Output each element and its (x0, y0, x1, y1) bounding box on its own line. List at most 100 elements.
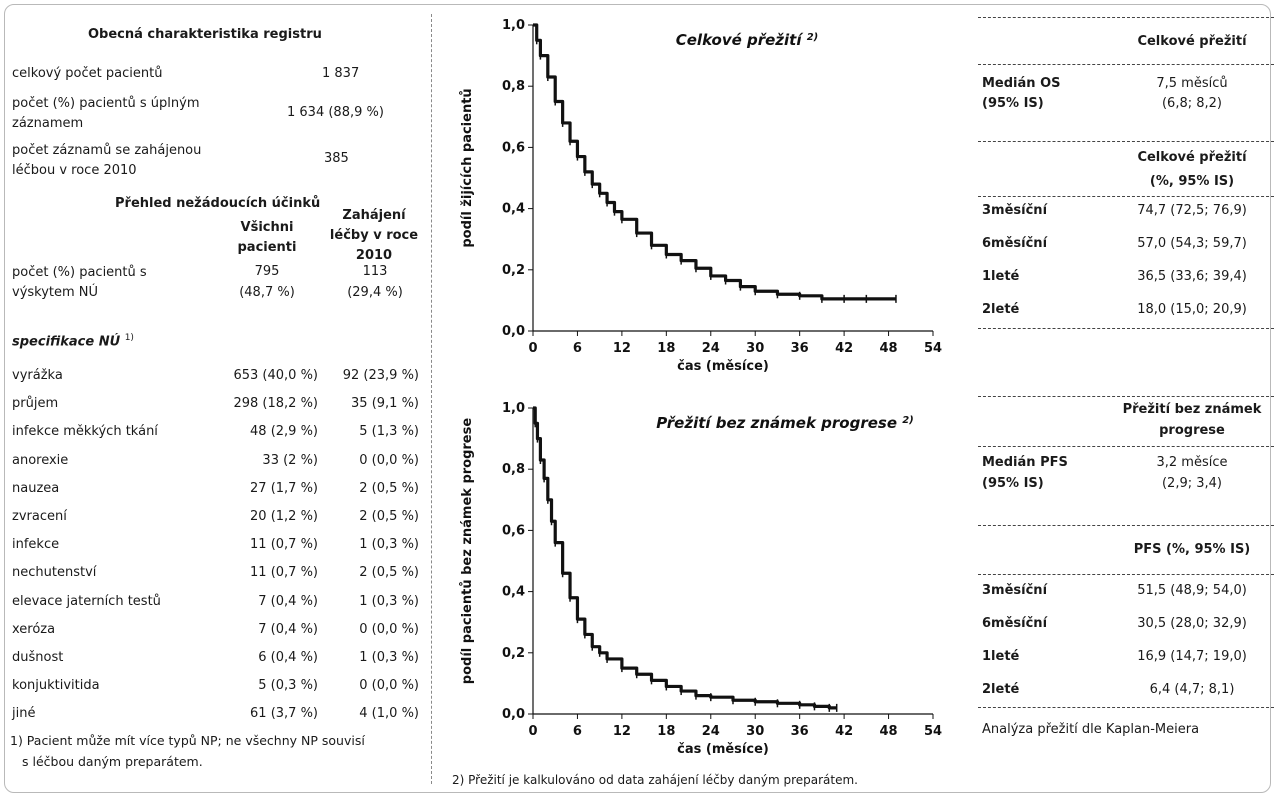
ae-row-2010: 0 (0,0 %) (359, 452, 419, 468)
x-tick-label: 30 (746, 724, 764, 739)
pfs-divider-3 (978, 574, 1274, 575)
ae-row-label: zvracení (12, 509, 67, 524)
x-tick-label: 42 (835, 341, 853, 356)
figure-frame (4, 4, 1271, 793)
pfs-median-ci-label: (95% IS) (982, 476, 1044, 491)
ae-row-all: 20 (1,2 %) (250, 509, 318, 524)
x-tick-label: 30 (746, 341, 764, 356)
x-tick-label: 36 (791, 724, 809, 739)
x-tick-label: 48 (880, 724, 898, 739)
panel-separator (431, 14, 432, 784)
os-median-value: 7,5 měsíců (1156, 76, 1228, 91)
y-tick-label: 0,0 (502, 707, 525, 722)
col-header-2010: Zahájení léčby v roce 2010 (329, 208, 419, 263)
y-tick-label: 0,4 (502, 585, 525, 600)
pfs-rate-label: 3měsíční (982, 583, 1048, 598)
ae-row-all: 298 (18,2 %) (233, 396, 318, 412)
pfs-rate-value: 30,5 (28,0; 32,9) (1137, 616, 1247, 631)
x-tick-label: 54 (924, 724, 942, 739)
os-rate-label: 2leté (982, 302, 1020, 317)
pfs-divider-top (978, 396, 1274, 397)
os-rate-value: 18,0 (15,0; 20,9) (1137, 302, 1247, 317)
ae-row-all: 7 (0,4 %) (258, 593, 318, 609)
os-rate-label: 6měsíční (982, 236, 1048, 251)
y-tick-label: 0,6 (502, 523, 525, 538)
ae-row-2010: 92 (23,9 %) (342, 368, 419, 383)
os-rate-label: 1leté (982, 269, 1020, 284)
ae-total-2010-n: 113 (362, 264, 388, 279)
os-rate-header-2: (%, 95% IS) (1149, 174, 1235, 189)
ae-row-2010: 4 (1,0 %) (359, 706, 419, 722)
ae-row-2010: 2 (0,5 %) (359, 565, 419, 581)
general-value-complete: 1 634 (88,9 %) (287, 105, 384, 120)
x-tick-label: 54 (924, 341, 942, 356)
ae-row-label: dušnost (12, 650, 64, 665)
footnote-1-line2: s léčbou daným preparátem. (22, 754, 203, 769)
x-tick-label: 6 (573, 724, 582, 739)
registry-title: Obecná charakteristika registru (88, 27, 322, 42)
x-axis-label: čas (měsíce) (677, 742, 769, 757)
os-divider-bottom (978, 328, 1274, 329)
ae-row-label: infekce měkkých tkání (12, 424, 158, 440)
os-divider-1 (978, 64, 1274, 65)
os-rate-label: 3měsíční (982, 203, 1048, 218)
footnote-1-line1: 1) Pacient může mít více typů NP; ne vše… (10, 733, 365, 748)
ae-row-2010: 35 (9,1 %) (351, 396, 419, 412)
pfs-rate-label: 2leté (982, 682, 1020, 697)
ae-row-2010: 2 (0,5 %) (359, 509, 419, 524)
pfs-chart: 0 6 12 18 24 30 36 42 48 54 0,0 0,2 0,4 0,6 0,8 1,0 čas … (460, 401, 942, 757)
x-tick-label: 0 (528, 341, 537, 356)
ae-row-all: 6 (0,4 %) (258, 650, 318, 665)
os-divider-2 (978, 141, 1274, 142)
x-tick-label: 18 (657, 724, 675, 739)
os-rate-header-1: Celkové přežití (1137, 150, 1247, 165)
pfs-divider-1 (978, 446, 1274, 447)
y-axis-label: podíl pacientů bez známek progrese (460, 418, 475, 685)
general-value-total: 1 837 (322, 66, 360, 81)
ae-row-label: nechutenství (12, 565, 97, 581)
general-label-total: celkový počet pacientů (12, 66, 163, 81)
ae-row-all: 11 (0,7 %) (250, 537, 318, 553)
pfs-divider-2 (978, 525, 1274, 526)
km-note: Analýza přežití dle Kaplan-Meiera (982, 722, 1200, 737)
ae-row-all: 48 (2,9 %) (250, 424, 318, 440)
os-divider-top (978, 17, 1274, 18)
chart-title: Přežití bez známek progrese 2) (656, 414, 914, 432)
y-tick-label: 0,8 (502, 79, 525, 94)
ae-row-all: 61 (3,7 %) (250, 706, 318, 722)
pfs-rate-value: 16,9 (14,7; 19,0) (1137, 649, 1247, 664)
os-median-ci: (6,8; 8,2) (1161, 96, 1222, 111)
general-value-2010: 385 (324, 151, 349, 166)
pfs-rate-label: 1leté (982, 649, 1020, 664)
ae-row-all: 653 (40,0 %) (233, 368, 318, 383)
x-tick-label: 0 (528, 724, 537, 739)
y-tick-label: 0,2 (502, 646, 525, 661)
pfs-rate-header: PFS (%, 95% IS) (1133, 542, 1251, 557)
chart-title-sup: 2) (807, 32, 819, 43)
spec-label: specifikace NÚ 1) (12, 333, 134, 350)
ae-title: Přehled nežádoucích účinků (115, 196, 321, 211)
pfs-divider-bottom (978, 707, 1274, 708)
x-tick-label: 48 (880, 341, 898, 356)
x-axis-label: čas (měsíce) (677, 359, 769, 374)
bottom-footnote: 2) Přežití je kalkulováno od data zaháje… (452, 773, 858, 787)
general-label-complete: počet (%) pacientů s úplným záznamem (12, 96, 200, 131)
ae-row-all: 7 (0,4 %) (258, 621, 318, 637)
y-tick-label: 0,4 (502, 202, 525, 217)
ae-row-2010: 2 (0,5 %) (359, 480, 419, 496)
y-axis-label: podíl žijících pacientů (460, 88, 475, 247)
x-tick-label: 12 (613, 724, 631, 739)
ae-row-all: 27 (1,7 %) (250, 480, 318, 496)
x-tick-label: 12 (613, 341, 631, 356)
x-tick-label: 24 (702, 724, 720, 739)
os-rate-value: 36,5 (33,6; 39,4) (1137, 269, 1247, 284)
chart-title: Celkové přežití 2) (676, 31, 819, 49)
ae-row-label: anorexie (12, 452, 69, 468)
pfs-header-2: progrese (1159, 423, 1225, 438)
pfs-median-label: Medián PFS (982, 455, 1068, 470)
ae-row-2010: 1 (0,3 %) (359, 537, 419, 553)
os-header: Celkové přežití (1137, 34, 1247, 49)
pfs-rate-label: 6měsíční (982, 616, 1048, 631)
ae-row-label: nauzea (12, 480, 60, 496)
ae-row-2010: 5 (1,3 %) (359, 424, 419, 440)
